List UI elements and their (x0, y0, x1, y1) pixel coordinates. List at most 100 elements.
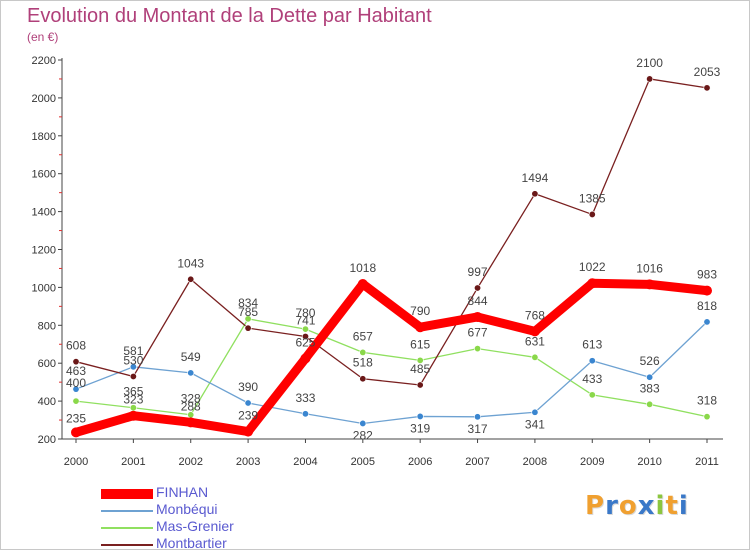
data-label: 1016 (636, 261, 663, 275)
logo-letter: o (618, 491, 638, 521)
data-point (415, 322, 426, 333)
data-label: 790 (410, 304, 430, 318)
x-tick-label: 2003 (236, 456, 260, 468)
data-point (644, 279, 655, 290)
data-point (301, 332, 309, 340)
data-label: 1385 (579, 191, 606, 205)
x-tick-label: 2006 (408, 456, 432, 468)
data-label: 785 (238, 305, 258, 319)
legend-label-mas-grenier: Mas-Grenier (156, 518, 234, 534)
data-point (243, 426, 254, 437)
logo-letter: i (655, 491, 666, 521)
data-point (300, 353, 311, 364)
data-label: 383 (640, 381, 660, 395)
data-point (703, 318, 711, 326)
legend-swatch-monbequi (101, 509, 153, 512)
data-point (187, 275, 195, 283)
series-line-3 (75, 78, 708, 386)
chart-subtitle: (en €) (27, 30, 59, 44)
data-point (359, 348, 367, 356)
data-label: 400 (66, 376, 86, 390)
data-label: 780 (295, 306, 315, 320)
y-tick-label: 2200 (32, 55, 56, 67)
data-label: 677 (468, 326, 488, 340)
x-tick-label: 2000 (64, 456, 88, 468)
data-point (588, 391, 596, 399)
data-point (646, 400, 654, 408)
y-tick-label: 2000 (32, 93, 56, 105)
x-tick-label: 2010 (637, 456, 661, 468)
chart-title: Evolution du Montant de la Dette par Hab… (27, 5, 432, 27)
data-label: 282 (353, 428, 373, 442)
data-label: 741 (295, 313, 315, 327)
data-point (244, 324, 252, 332)
data-label: 581 (123, 344, 143, 358)
y-tick-label: 600 (38, 358, 56, 370)
data-label: 615 (410, 337, 430, 351)
data-point (703, 84, 711, 92)
data-point (71, 427, 81, 438)
data-point (416, 412, 424, 420)
data-label: 1494 (522, 171, 549, 185)
x-tick-label: 2009 (580, 456, 604, 468)
series-line-2 (75, 318, 708, 418)
y-tick-label: 1600 (32, 169, 56, 181)
series-line-1 (75, 321, 708, 425)
data-point (529, 326, 540, 337)
logo-letter: r (605, 491, 619, 521)
series-line-0 (71, 278, 712, 437)
chart-legend: FINHAN Monbéqui Mas-Grenier Montbartier (101, 484, 361, 549)
data-label: 341 (525, 417, 545, 431)
data-point (357, 278, 368, 289)
data-label: 333 (295, 391, 315, 405)
data-label: 657 (353, 329, 373, 343)
data-label: 433 (582, 372, 602, 386)
data-label: 235 (66, 411, 86, 425)
data-point (702, 285, 712, 296)
data-label: 608 (66, 339, 86, 353)
y-tick-label: 1200 (32, 245, 56, 257)
data-point (301, 325, 309, 333)
data-label: 768 (525, 308, 545, 322)
data-point (587, 278, 598, 289)
data-point (474, 413, 482, 421)
data-label: 365 (123, 385, 143, 399)
data-label: 613 (582, 338, 602, 352)
data-label: 983 (697, 268, 717, 282)
x-tick-label: 2011 (695, 456, 719, 468)
y-tick-label: 200 (38, 434, 56, 446)
data-label: 323 (123, 393, 143, 407)
data-label: 818 (697, 299, 717, 313)
legend-label-monbequi: Monbéqui (156, 501, 218, 517)
data-label: 549 (181, 350, 201, 364)
data-point (646, 75, 654, 83)
data-label: 2100 (636, 56, 663, 70)
y-tick-label: 1800 (32, 131, 56, 143)
data-point (416, 381, 424, 389)
data-label: 1018 (349, 261, 376, 275)
data-point (472, 311, 483, 322)
data-label: 1022 (579, 260, 606, 274)
data-label: 834 (238, 296, 258, 310)
data-point (244, 399, 252, 407)
legend-item-mas-grenier: Mas-Grenier (101, 518, 361, 536)
data-label: 2053 (694, 65, 721, 79)
data-point (703, 413, 711, 421)
data-label: 328 (181, 392, 201, 406)
legend-item-finhan: FINHAN (101, 484, 361, 502)
legend-item-monbequi: Monbéqui (101, 501, 361, 519)
data-label: 390 (238, 380, 258, 394)
data-point (531, 353, 539, 361)
data-label: 844 (468, 294, 488, 308)
data-point (588, 210, 596, 218)
data-point (359, 419, 367, 427)
legend-swatch-mas-grenier (101, 526, 153, 529)
data-point (416, 356, 424, 364)
data-point (531, 190, 539, 198)
data-label: 463 (66, 364, 86, 378)
data-point (474, 284, 482, 292)
data-point (72, 358, 80, 366)
data-label: 1043 (177, 256, 204, 270)
